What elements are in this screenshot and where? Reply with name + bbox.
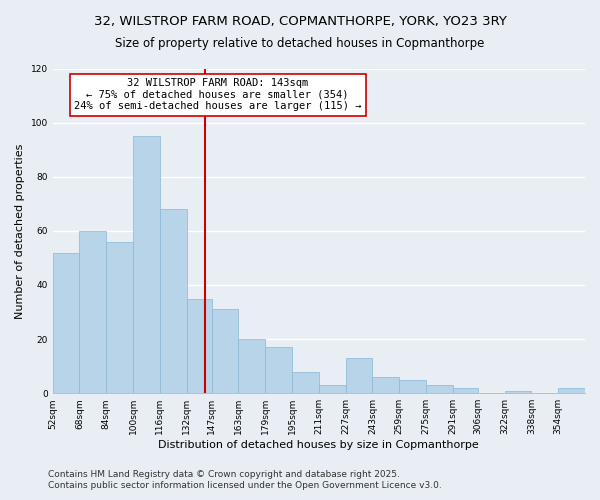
X-axis label: Distribution of detached houses by size in Copmanthorpe: Distribution of detached houses by size … (158, 440, 479, 450)
Bar (399, 380, 426, 393)
Bar (505, 390, 532, 393)
Bar (133, 136, 160, 393)
Bar (212, 310, 238, 393)
Text: Size of property relative to detached houses in Copmanthorpe: Size of property relative to detached ho… (115, 38, 485, 51)
Bar (187, 298, 212, 393)
Bar (265, 347, 292, 393)
Bar (346, 358, 373, 393)
Bar (238, 339, 265, 393)
Y-axis label: Number of detached properties: Number of detached properties (15, 143, 25, 318)
Bar (319, 385, 346, 393)
Bar (292, 372, 319, 393)
Text: 32 WILSTROP FARM ROAD: 143sqm
← 75% of detached houses are smaller (354)
24% of : 32 WILSTROP FARM ROAD: 143sqm ← 75% of d… (74, 78, 361, 112)
Bar (453, 388, 478, 393)
Bar (106, 242, 133, 393)
Bar (53, 252, 79, 393)
Text: 32, WILSTROP FARM ROAD, COPMANTHORPE, YORK, YO23 3RY: 32, WILSTROP FARM ROAD, COPMANTHORPE, YO… (94, 15, 506, 28)
Bar (79, 231, 106, 393)
Bar (558, 388, 585, 393)
Bar (373, 377, 399, 393)
Bar (426, 385, 453, 393)
Text: Contains HM Land Registry data © Crown copyright and database right 2025.
Contai: Contains HM Land Registry data © Crown c… (48, 470, 442, 490)
Bar (160, 209, 187, 393)
